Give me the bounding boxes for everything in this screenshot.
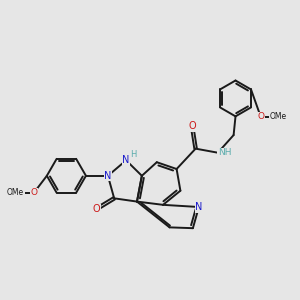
Text: NH: NH [218, 148, 231, 157]
Text: N: N [122, 155, 130, 165]
Text: N: N [104, 171, 112, 181]
Text: O: O [257, 112, 264, 122]
Text: OMe: OMe [7, 188, 24, 197]
Text: N: N [195, 202, 203, 212]
Text: O: O [92, 204, 100, 214]
Text: OMe: OMe [270, 112, 287, 122]
Text: O: O [188, 121, 196, 131]
Text: H: H [130, 150, 136, 159]
Text: O: O [30, 188, 37, 197]
